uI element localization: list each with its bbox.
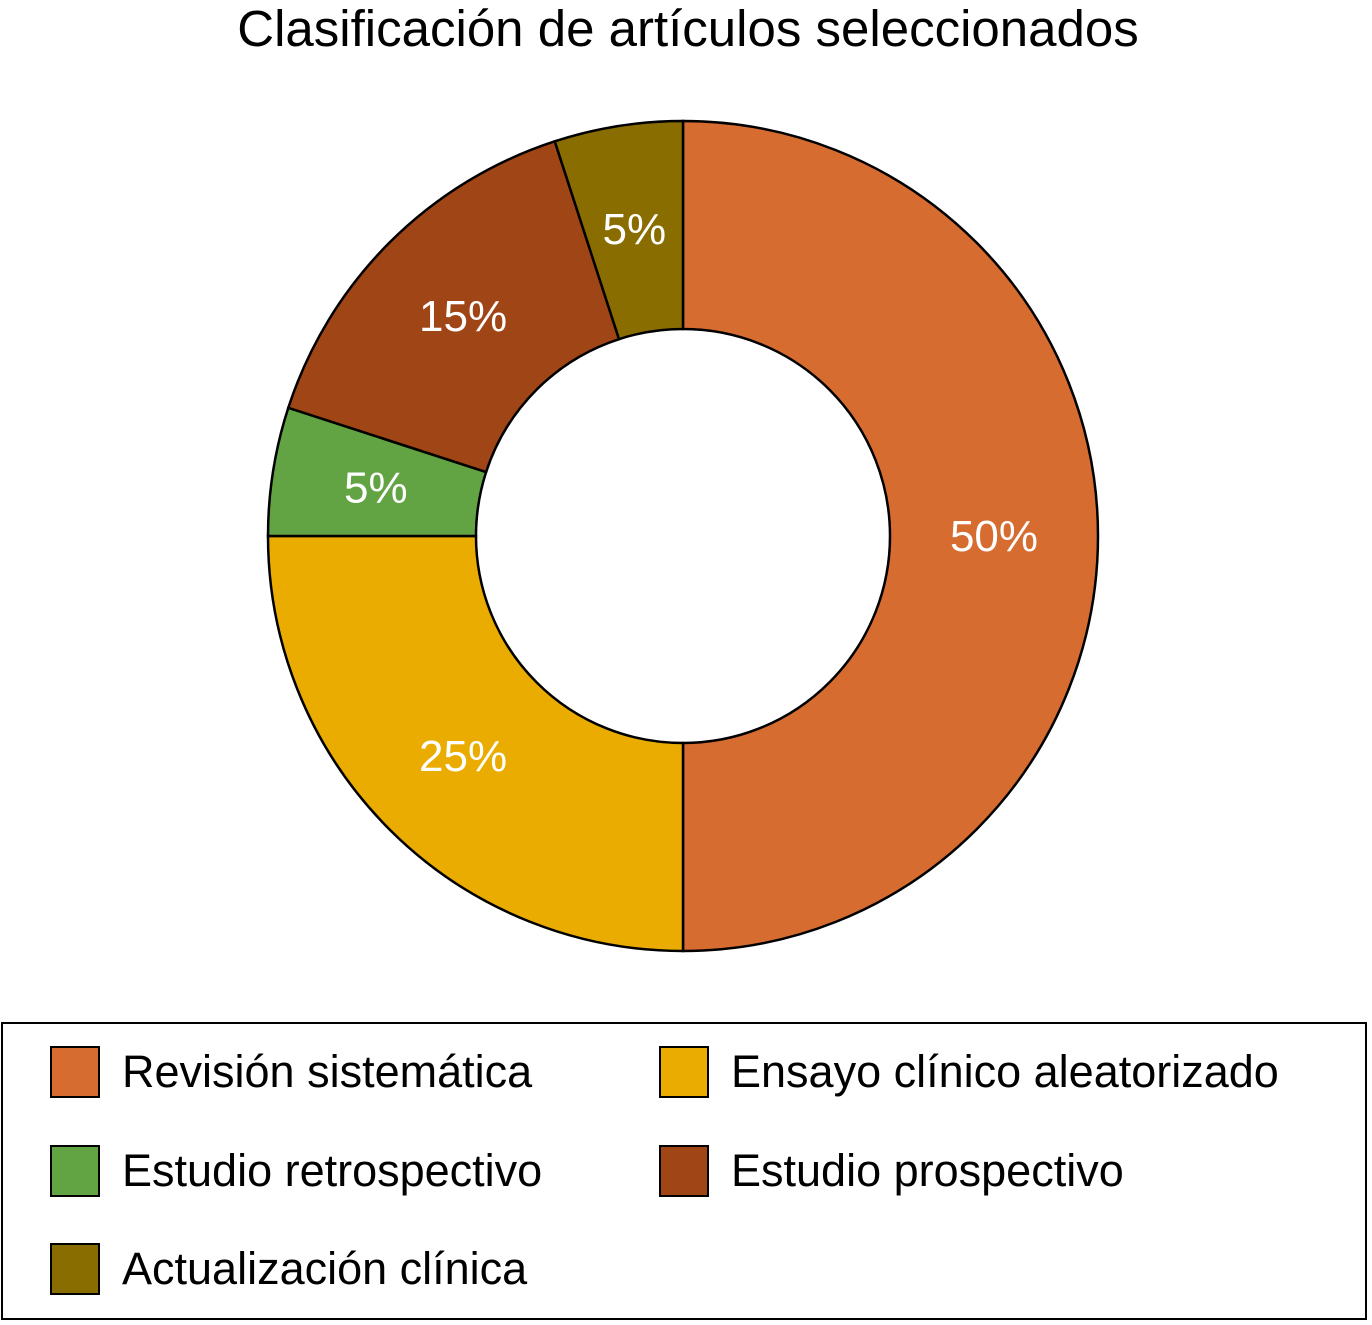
legend-swatch — [50, 1243, 100, 1295]
legend-label: Actualización clínica — [122, 1243, 528, 1294]
slice-4 — [553, 119, 685, 341]
slice-0 — [681, 119, 1100, 953]
legend-item-ensayo: Ensayo clínico aleatorizado — [659, 1046, 1279, 1098]
data-label: 50% — [950, 512, 1038, 561]
legend-label: Revisión sistemática — [122, 1046, 533, 1097]
slice-3 — [286, 139, 621, 474]
chart-title: Clasificación de artículos seleccionados — [237, 0, 1139, 57]
legend-swatch — [50, 1046, 100, 1098]
legend-label: Estudio retrospectivo — [122, 1145, 543, 1196]
data-label: 5% — [603, 205, 667, 254]
data-label: 25% — [419, 732, 507, 781]
data-label: 5% — [344, 463, 408, 512]
legend: Revisión sistemática Ensayo clínico alea… — [1, 1022, 1367, 1320]
legend-item-revision: Revisión sistemática — [50, 1046, 532, 1098]
legend-swatch — [659, 1145, 709, 1197]
slice-1 — [266, 534, 685, 953]
legend-swatch — [659, 1046, 709, 1098]
legend-item-retrospectivo: Estudio retrospectivo — [50, 1145, 542, 1197]
legend-label: Ensayo clínico aleatorizado — [731, 1046, 1279, 1097]
legend-item-actualizacion: Actualización clínica — [50, 1243, 527, 1295]
donut-chart: 50% 25% 5% 15% 5% — [266, 119, 1100, 953]
legend-item-prospectivo: Estudio prospectivo — [659, 1145, 1124, 1197]
data-label: 15% — [419, 292, 507, 341]
legend-swatch — [50, 1145, 100, 1197]
legend-label: Estudio prospectivo — [731, 1145, 1124, 1196]
